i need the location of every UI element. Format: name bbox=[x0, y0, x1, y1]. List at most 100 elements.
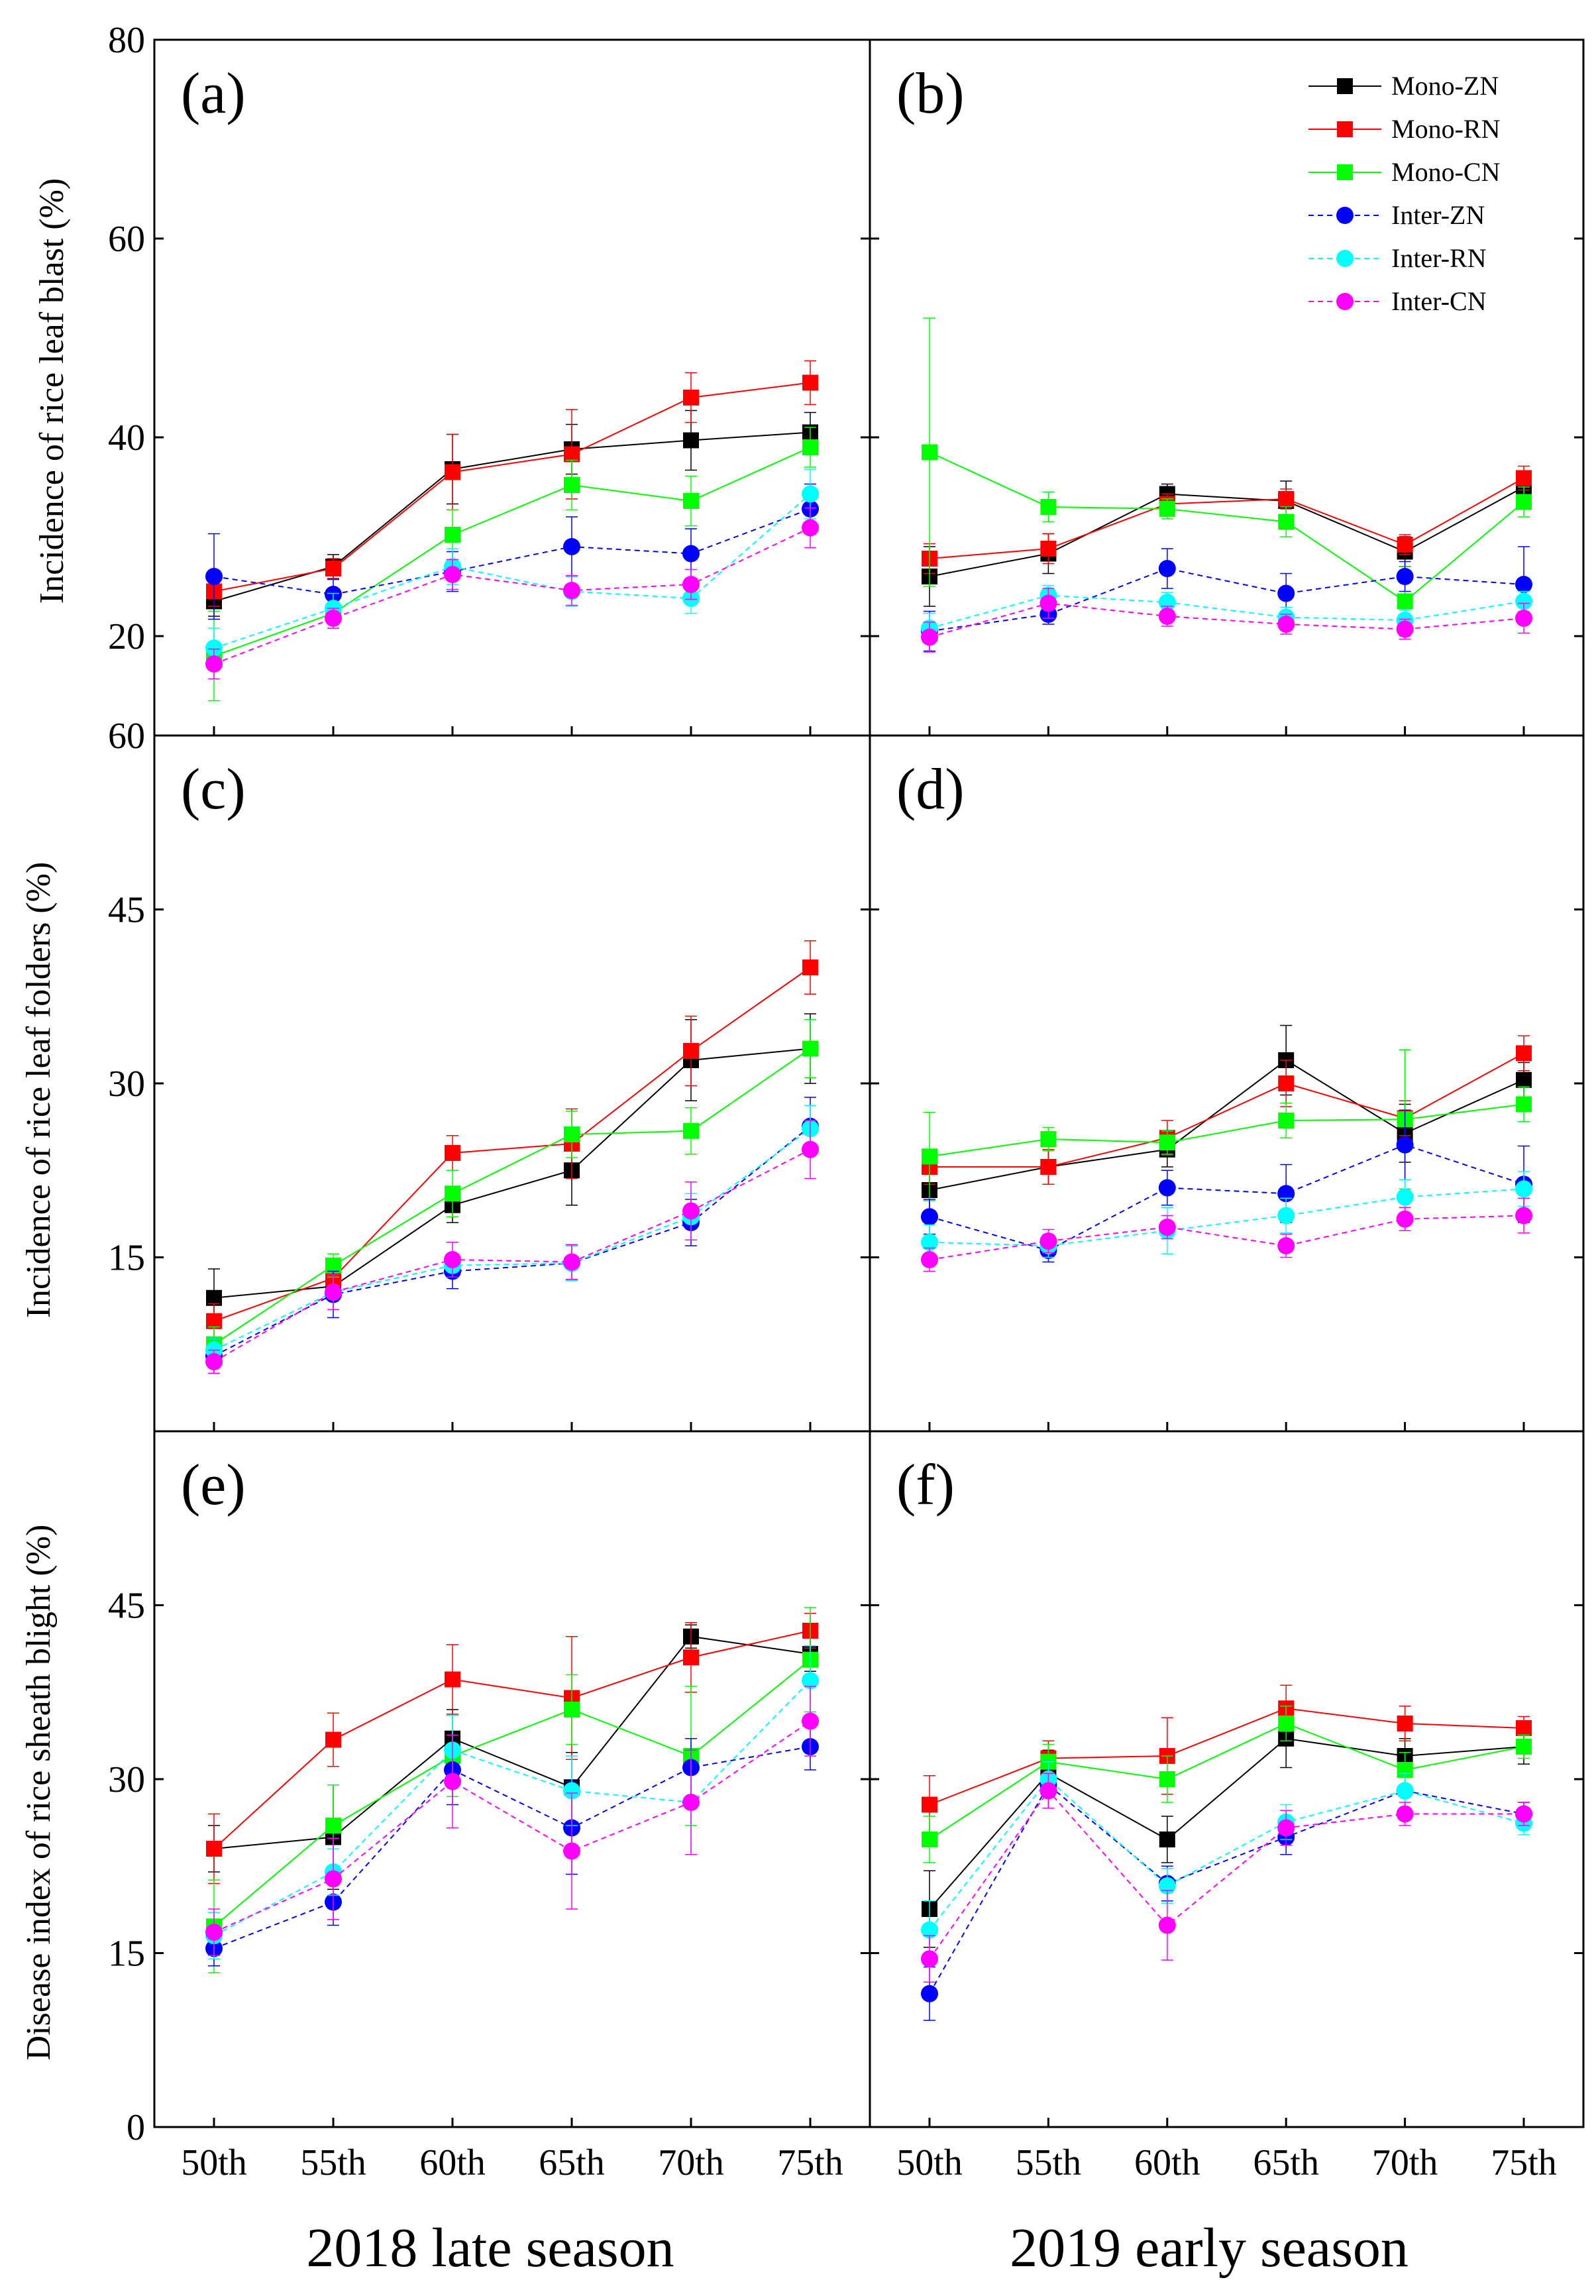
series-inter-cn bbox=[205, 1120, 819, 1374]
data-point bbox=[802, 439, 818, 455]
x-tick-label: 60th bbox=[1134, 2142, 1200, 2183]
series-inter-rn bbox=[205, 1645, 819, 1959]
data-point bbox=[1278, 1716, 1295, 1731]
panel-f: 50th 55th 60th 65th 70th 75th (f) bbox=[869, 1430, 1585, 2183]
data-point bbox=[1158, 1179, 1176, 1197]
series-mono-zn bbox=[206, 410, 818, 617]
data-point bbox=[1516, 1045, 1532, 1062]
series-line bbox=[929, 451, 1524, 602]
data-point bbox=[921, 1921, 938, 1939]
panel-e: 0 15 30 45 50th 55th 60th 65th 70th 75th (e) bbox=[108, 1430, 871, 2183]
panel-frame bbox=[869, 38, 1585, 737]
data-point bbox=[445, 1145, 460, 1161]
y-tick-label: 40 bbox=[108, 417, 145, 459]
y-tick-label: 20 bbox=[108, 616, 145, 657]
y-tick-label: 15 bbox=[108, 1238, 145, 1279]
ylabel-row-leaf-folders: Incidence of rice leaf folders (%) bbox=[20, 862, 58, 1319]
data-point bbox=[1040, 499, 1057, 515]
y-tick-label: 45 bbox=[108, 890, 145, 931]
panel-frame bbox=[153, 734, 871, 1433]
data-point bbox=[563, 582, 580, 599]
data-point bbox=[1396, 1210, 1414, 1228]
data-point bbox=[802, 1140, 819, 1158]
data-point bbox=[1277, 1207, 1295, 1225]
series-line bbox=[213, 1746, 811, 1949]
data-point bbox=[564, 477, 580, 493]
series-mono-rn bbox=[922, 1684, 1532, 1834]
series-line bbox=[213, 1630, 811, 1849]
legend-item-inter-rn: Inter-RN bbox=[1308, 243, 1487, 273]
panel-frame bbox=[869, 1430, 1585, 2128]
data-point bbox=[683, 390, 699, 406]
data-point bbox=[444, 1251, 461, 1268]
data-point bbox=[205, 639, 223, 657]
data-point bbox=[1515, 1207, 1532, 1225]
panel-label: (f) bbox=[896, 1453, 955, 1517]
data-point bbox=[682, 545, 700, 563]
x-tick-label: 55th bbox=[300, 2142, 366, 2183]
series-inter-zn bbox=[921, 1761, 1532, 2021]
series-line bbox=[213, 1125, 811, 1357]
series-inter-rn bbox=[921, 584, 1532, 644]
data-point bbox=[205, 1924, 223, 1941]
data-point bbox=[683, 432, 699, 449]
data-point bbox=[1516, 1071, 1532, 1088]
legend-label: Inter-RN bbox=[1391, 243, 1487, 273]
data-point bbox=[206, 1841, 222, 1857]
data-point bbox=[325, 1731, 341, 1748]
data-point bbox=[1516, 470, 1532, 486]
series-line bbox=[213, 1680, 811, 1937]
data-point bbox=[1397, 1716, 1413, 1731]
series-line bbox=[929, 1103, 1524, 1158]
series-mono-cn bbox=[922, 317, 1532, 637]
data-point bbox=[1397, 593, 1413, 610]
series-inter-rn bbox=[205, 468, 819, 669]
data-point bbox=[1040, 1159, 1057, 1175]
series-line bbox=[213, 382, 811, 592]
legend-item-mono-rn: Mono-RN bbox=[1308, 114, 1500, 144]
series-line bbox=[929, 1778, 1524, 1931]
y-tick-label: 30 bbox=[108, 1759, 145, 1800]
series-line bbox=[213, 1128, 811, 1351]
series-mono-rn bbox=[206, 1613, 818, 1885]
data-point bbox=[1515, 576, 1532, 593]
data-point bbox=[682, 1794, 700, 1811]
data-point bbox=[1159, 1831, 1175, 1847]
series-line bbox=[213, 447, 811, 657]
y-tick-label: 15 bbox=[108, 1934, 145, 1975]
series-mono-zn bbox=[922, 471, 1532, 607]
series-line bbox=[213, 1635, 811, 1849]
data-point bbox=[921, 1251, 938, 1268]
data-point bbox=[1396, 1188, 1414, 1206]
data-point bbox=[444, 1773, 461, 1790]
series-line bbox=[929, 1784, 1524, 1995]
series-line bbox=[213, 431, 811, 602]
data-point bbox=[1278, 1113, 1295, 1128]
ylabel-row-leaf-blast: Incidence of rice leaf blast (%) bbox=[33, 178, 71, 604]
series-mono-cn bbox=[206, 1019, 818, 1362]
data-point bbox=[682, 576, 700, 593]
ylabel-row-sheath-blight: Disease index of rice sheath blight (%) bbox=[20, 1525, 58, 2061]
series-line bbox=[213, 1048, 811, 1345]
data-point bbox=[1515, 592, 1532, 610]
panel-a: 20 40 60 80 (a) bbox=[108, 20, 871, 737]
series-line bbox=[213, 1720, 811, 1933]
data-point bbox=[921, 1208, 938, 1226]
data-point bbox=[563, 1253, 580, 1271]
series-line bbox=[929, 602, 1524, 638]
legend-label: Mono-CN bbox=[1391, 157, 1500, 187]
x-tick-label: 70th bbox=[658, 2142, 724, 2183]
series-line bbox=[213, 967, 811, 1322]
data-point bbox=[1516, 1739, 1532, 1755]
series-inter-cn bbox=[205, 507, 819, 680]
series-line bbox=[929, 486, 1524, 577]
data-point bbox=[922, 444, 937, 461]
series-line bbox=[929, 1708, 1524, 1806]
data-point bbox=[564, 1126, 580, 1142]
panel-label: (c) bbox=[181, 757, 246, 822]
panel-label: (d) bbox=[896, 757, 965, 822]
data-point bbox=[563, 1782, 580, 1800]
data-point bbox=[802, 374, 818, 391]
data-point bbox=[445, 527, 460, 543]
